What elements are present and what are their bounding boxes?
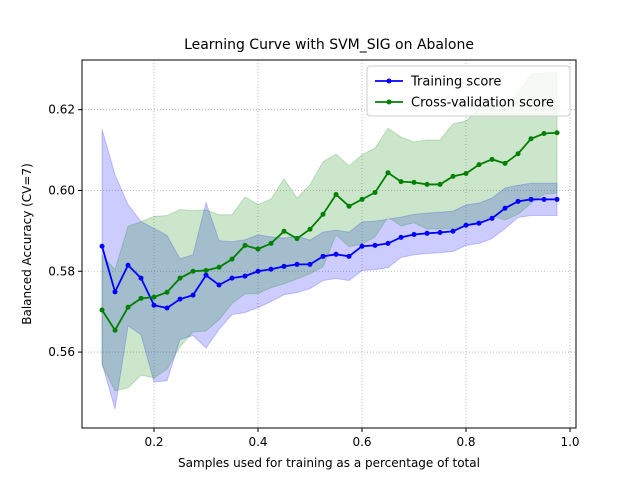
y-axis-label: Balanced Accuracy (CV=7) — [20, 163, 34, 325]
point — [242, 242, 248, 248]
y-tick-label: 0.62 — [48, 103, 75, 117]
point — [437, 229, 443, 235]
point — [437, 181, 443, 187]
point — [554, 130, 560, 136]
legend-label: Training score — [410, 75, 501, 90]
point — [268, 240, 274, 246]
point — [307, 261, 313, 267]
point — [242, 273, 248, 279]
legend-box — [366, 65, 571, 117]
point — [229, 275, 235, 281]
point — [554, 196, 560, 202]
point — [346, 203, 352, 209]
point — [203, 267, 209, 273]
point — [411, 179, 417, 185]
point — [151, 302, 157, 308]
point — [398, 234, 404, 240]
point — [463, 171, 469, 177]
point — [112, 327, 118, 333]
point — [268, 266, 274, 272]
point — [541, 131, 547, 137]
point — [203, 272, 209, 278]
point — [359, 243, 365, 249]
point — [502, 160, 508, 166]
point — [151, 294, 157, 300]
x-axis-label: Samples used for training as a percentag… — [178, 456, 480, 470]
point — [489, 215, 495, 221]
point — [294, 236, 300, 242]
x-tick-label: 0.2 — [144, 435, 163, 449]
error-band — [101, 128, 558, 410]
plot-frame — [81, 59, 577, 429]
y-tick-label: 0.60 — [48, 183, 75, 197]
point — [528, 196, 534, 202]
point — [333, 192, 339, 198]
point — [99, 243, 105, 249]
point — [489, 156, 495, 162]
y-tick-label: 0.56 — [48, 345, 75, 359]
point — [515, 151, 521, 157]
point — [463, 222, 469, 228]
point — [255, 246, 261, 252]
point — [450, 173, 456, 179]
point — [138, 295, 144, 301]
point — [359, 196, 365, 202]
point — [398, 179, 404, 185]
point — [307, 226, 313, 232]
legend-marker — [386, 78, 392, 84]
point — [190, 268, 196, 274]
point — [320, 211, 326, 217]
point — [99, 307, 105, 313]
point — [333, 251, 339, 257]
point — [424, 181, 430, 187]
y-tick-label: 0.58 — [48, 264, 75, 278]
point — [255, 268, 261, 274]
point — [450, 228, 456, 234]
point — [216, 264, 222, 270]
point — [229, 256, 235, 262]
point — [112, 289, 118, 295]
point — [294, 261, 300, 267]
point — [515, 198, 521, 204]
point — [411, 232, 417, 238]
point — [385, 170, 391, 176]
point — [125, 262, 131, 268]
point — [138, 275, 144, 281]
x-tick-label: 1.0 — [560, 435, 579, 449]
point — [320, 253, 326, 259]
point — [164, 305, 170, 311]
legend: Training score Cross-validation score — [366, 65, 571, 117]
x-tick-label: 0.4 — [248, 435, 267, 449]
point — [177, 275, 183, 281]
point — [346, 253, 352, 259]
point — [281, 228, 287, 234]
point — [424, 230, 430, 236]
point — [164, 289, 170, 295]
legend-label: Cross-validation score — [411, 96, 554, 111]
point — [385, 240, 391, 246]
point — [125, 304, 131, 310]
point — [216, 282, 222, 288]
point — [502, 205, 508, 211]
point — [476, 162, 482, 168]
x-tick-label: 0.6 — [352, 435, 371, 449]
chart-title: Learning Curve with SVM_SIG on Abalone — [184, 37, 474, 53]
x-tick-label: 0.8 — [456, 435, 475, 449]
legend-marker — [386, 99, 392, 105]
point — [541, 196, 547, 202]
point — [476, 220, 482, 226]
point — [177, 296, 183, 302]
error-band — [101, 71, 558, 392]
point — [372, 189, 378, 195]
point — [528, 136, 534, 142]
point — [190, 292, 196, 298]
point — [281, 263, 287, 269]
point — [372, 242, 378, 248]
